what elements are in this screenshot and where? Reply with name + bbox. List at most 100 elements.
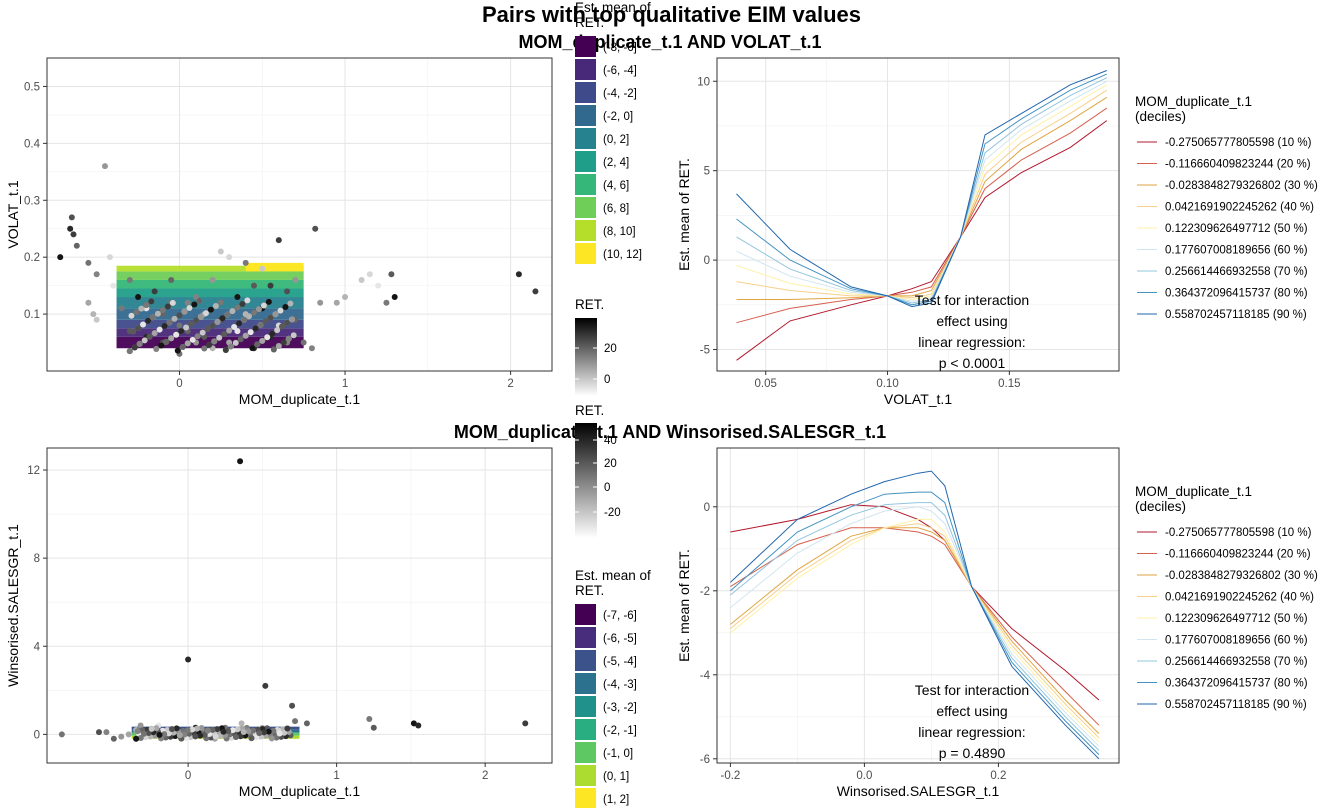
data-point <box>156 326 163 333</box>
data-point <box>217 299 224 306</box>
legend-label: 0.177607008189656 (60 %) <box>1165 635 1308 647</box>
fill-legend-label: (-1, 0] <box>603 748 633 760</box>
data-point <box>164 303 171 310</box>
data-point <box>242 259 249 266</box>
data-point <box>181 731 188 738</box>
data-point <box>133 309 140 316</box>
series-line <box>736 107 1108 324</box>
data-point <box>156 731 163 738</box>
y-tick-label: 5 <box>704 166 710 178</box>
fill-legend-swatch <box>575 36 596 57</box>
data-point <box>140 730 147 737</box>
data-point <box>137 734 144 741</box>
data-point <box>168 276 175 283</box>
y-axis-title: Est. mean of RET. <box>676 549 692 662</box>
data-point <box>153 346 160 353</box>
data-point <box>118 305 125 312</box>
fill-legend-label: (2, 4] <box>603 157 629 169</box>
data-point <box>279 323 286 330</box>
y-tick-label: 4 <box>34 641 41 653</box>
data-point <box>110 282 117 289</box>
fill-legend-swatch <box>575 151 596 172</box>
data-point <box>101 163 108 170</box>
data-point <box>244 297 251 304</box>
data-point <box>245 728 252 735</box>
data-point <box>207 306 214 313</box>
plot-panel <box>717 448 1119 763</box>
data-point <box>284 725 291 732</box>
data-point <box>232 339 239 346</box>
data-point <box>163 338 170 345</box>
color-legend-label: 40 <box>604 435 617 447</box>
data-point <box>231 324 238 331</box>
fill-legend-swatch <box>575 604 596 625</box>
y-tick-label: 0.1 <box>24 309 40 321</box>
data-point <box>198 724 205 731</box>
data-point <box>255 306 262 313</box>
y-axis-title: Est. mean of RET. <box>676 158 692 271</box>
data-point <box>201 731 208 738</box>
data-point <box>515 271 522 278</box>
data-point <box>268 735 275 742</box>
data-point <box>128 312 135 319</box>
data-point <box>232 734 239 741</box>
data-point <box>226 254 233 261</box>
fill-legend-title: RET. <box>575 15 604 30</box>
data-point <box>179 343 186 350</box>
x-tick-label: 0.15 <box>998 378 1020 390</box>
data-point <box>136 340 143 347</box>
data-point <box>358 276 365 283</box>
data-point <box>191 301 198 308</box>
legend-title: (deciles) <box>1135 499 1186 514</box>
y-axis-title: VOLAT_t.1 <box>5 180 21 248</box>
y-tick-label: -4 <box>700 670 711 682</box>
data-point <box>236 320 243 327</box>
color-legend-label: 0 <box>604 482 610 494</box>
data-point <box>176 322 183 329</box>
data-point <box>248 735 255 742</box>
contour-band <box>116 265 304 272</box>
series-line <box>730 470 1100 760</box>
data-point <box>126 276 133 283</box>
x-tick-label: -0.2 <box>720 770 740 782</box>
y-tick-label: 8 <box>34 553 40 565</box>
data-point <box>281 729 288 736</box>
data-point <box>93 316 100 323</box>
fill-legend-swatch <box>575 673 596 694</box>
data-point <box>282 304 289 311</box>
fill-legend-title: RET. <box>575 583 604 598</box>
contour-band <box>116 279 304 289</box>
interaction-test-annotation: linear regression: <box>918 724 1025 740</box>
data-point <box>256 730 263 737</box>
data-point <box>284 288 291 295</box>
data-point <box>197 732 204 739</box>
y-tick-label: -5 <box>700 345 710 357</box>
fill-legend-swatch <box>575 243 596 264</box>
data-point <box>171 315 178 322</box>
data-point <box>146 333 153 340</box>
legend-label: 0.122309626497712 (50 %) <box>1165 223 1308 235</box>
series-line <box>730 527 1100 734</box>
data-point <box>234 304 241 311</box>
data-point <box>166 319 173 326</box>
fill-legend-label: (6, 8] <box>603 203 629 215</box>
data-point <box>267 314 274 321</box>
data-point <box>214 726 221 733</box>
fill-legend-label: (-7, -6] <box>603 610 637 622</box>
interaction-test-annotation: Test for interaction <box>915 682 1029 698</box>
legend-label: -0.0283848279326802 (30 %) <box>1165 180 1318 192</box>
data-point <box>125 731 132 738</box>
contour-band <box>116 271 304 280</box>
data-point <box>219 315 226 322</box>
fill-legend-swatch <box>575 82 596 103</box>
data-point <box>237 458 244 465</box>
data-point <box>250 727 257 734</box>
data-point <box>85 259 92 266</box>
plot-border <box>46 447 553 764</box>
data-point <box>234 328 241 335</box>
data-point <box>148 725 155 732</box>
x-axis-title: Winsorised.SALESGR_t.1 <box>837 783 1000 799</box>
data-point <box>126 348 133 355</box>
fill-legend-swatch <box>575 220 596 241</box>
